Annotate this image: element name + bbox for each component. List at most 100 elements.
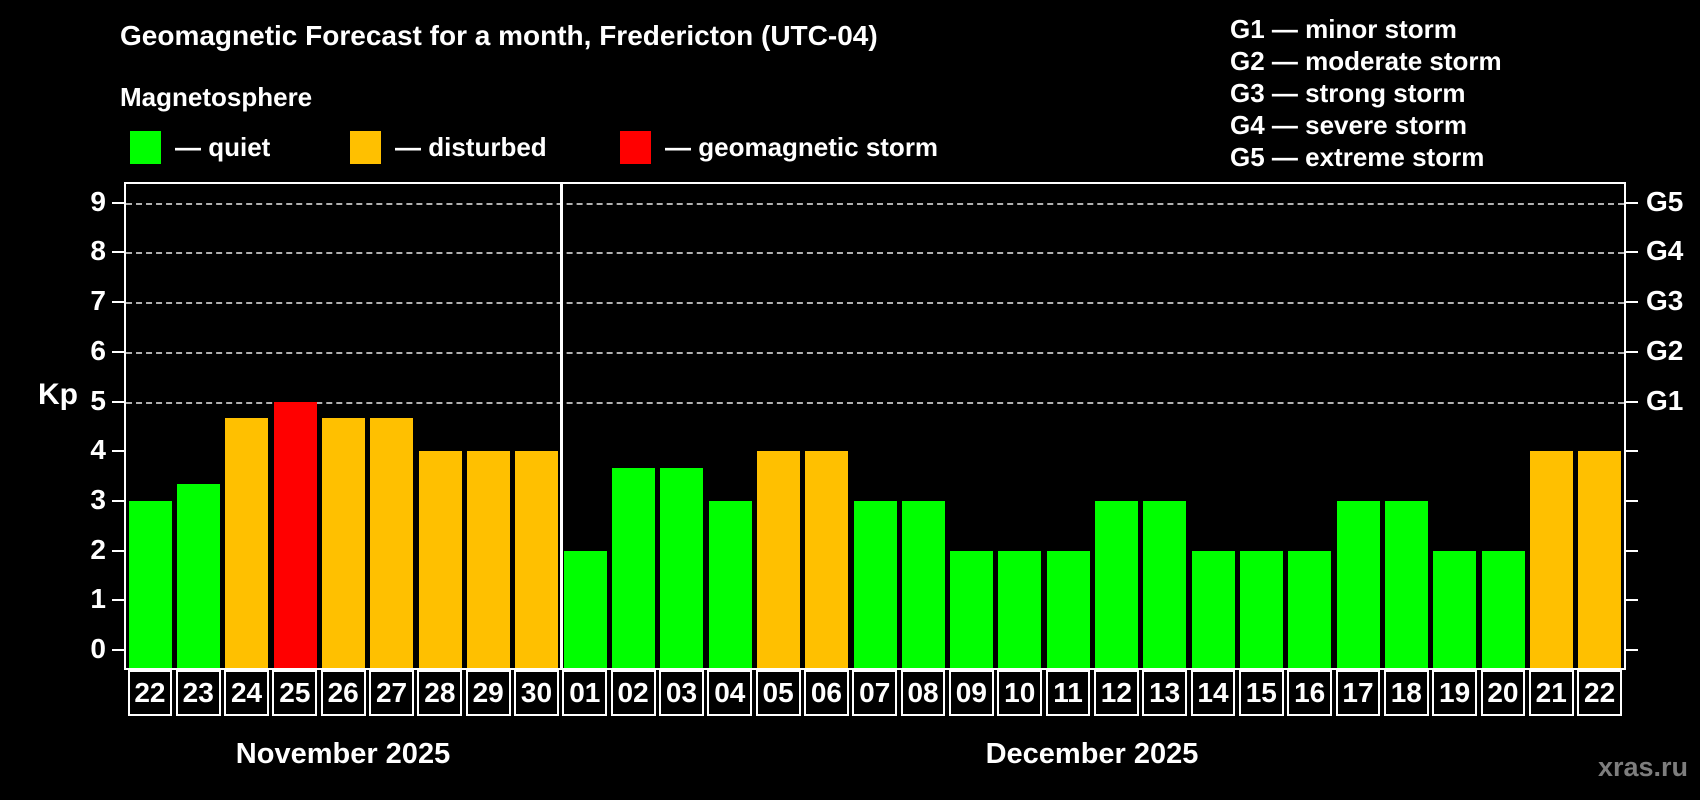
kp-bar-15: [1240, 550, 1284, 668]
month-label-december: December 2025: [985, 738, 1199, 770]
day-label-box: 24: [224, 670, 269, 716]
day-label-box: 21: [1528, 670, 1574, 716]
right-axis-tick: [1624, 350, 1638, 353]
kp-bar-18: [1385, 500, 1429, 668]
chart-title: Geomagnetic Forecast for a month, Freder…: [120, 20, 878, 51]
y-tick-label: 1: [90, 583, 106, 615]
watermark: xras.ru: [1597, 752, 1688, 782]
left-axis-tick: [112, 599, 126, 602]
y-tick-label: 8: [90, 235, 106, 267]
g-axis-label-g5: G5: [1646, 185, 1684, 217]
kp-bar-28: [418, 451, 462, 668]
legend-label-quiet: — quiet: [175, 132, 271, 162]
chart-subtitle: Magnetosphere: [120, 82, 313, 112]
y-tick-label: 9: [90, 185, 106, 217]
g4-legend-line: G4 — severe storm: [1230, 110, 1468, 140]
left-axis-tick: [112, 201, 126, 204]
day-label-box: 10: [997, 670, 1043, 716]
kp-bar-24: [225, 417, 269, 668]
gridline-kp6: [126, 351, 1624, 354]
left-axis-tick: [112, 649, 126, 651]
kp-bar-25: [273, 401, 317, 668]
right-axis-tick: [1624, 251, 1638, 254]
kp-bar-05: [756, 451, 800, 668]
right-axis-tick: [1624, 450, 1638, 453]
quiet-color-swatch: [130, 131, 161, 164]
kp-bar-02: [611, 467, 655, 668]
day-label-box: 07: [852, 670, 898, 716]
right-axis-tick: [1624, 649, 1638, 651]
storm-color-swatch: [620, 131, 651, 164]
day-label-box: 26: [320, 670, 366, 716]
legend-item-storm: — geomagnetic storm: [620, 131, 938, 164]
g-axis-label-g1: G1: [1646, 384, 1684, 416]
right-axis-tick: [1624, 201, 1638, 204]
day-label-box: 04: [707, 670, 753, 716]
left-axis-tick: [112, 450, 126, 453]
day-label-box: 14: [1190, 670, 1236, 716]
kp-bar-19: [1433, 550, 1477, 668]
day-label-box: 08: [900, 670, 946, 716]
day-label-box: 25: [272, 670, 318, 716]
y-tick-label: 2: [90, 533, 106, 565]
right-axis-tick: [1624, 301, 1638, 304]
plot-inner: [126, 184, 1624, 668]
kp-bar-17: [1336, 500, 1380, 668]
day-label-box: 06: [804, 670, 849, 716]
y-tick-label: 4: [90, 434, 106, 466]
day-label-box: 12: [1093, 670, 1139, 716]
left-axis-tick: [112, 400, 126, 403]
y-axis-label: Kp: [38, 378, 78, 411]
kp-bar-29: [466, 451, 510, 668]
left-axis-tick: [112, 350, 126, 353]
day-label-box: 01: [562, 670, 608, 716]
day-label-box: 13: [1142, 670, 1188, 716]
left-axis-tick: [112, 499, 126, 502]
month-label-november: November 2025: [235, 738, 451, 770]
month-divider: [559, 184, 563, 668]
kp-bar-11: [1046, 550, 1090, 668]
day-label-box: 03: [659, 670, 704, 716]
kp-bar-30: [515, 451, 559, 668]
g-axis-label-g2: G2: [1646, 334, 1684, 366]
kp-bar-01: [563, 550, 607, 668]
kp-bar-06: [805, 451, 849, 668]
g-axis-label-g4: G4: [1646, 235, 1684, 267]
day-label-box: 30: [514, 670, 559, 716]
kp-bar-04: [708, 500, 752, 668]
kp-bar-03: [660, 467, 704, 668]
legend-item-disturbed: — disturbed: [350, 131, 547, 164]
day-label-box: 05: [755, 670, 801, 716]
g2-legend-line: G2 — moderate storm: [1230, 46, 1502, 76]
gridline-kp9: [126, 202, 1624, 205]
day-label-box: 27: [369, 670, 414, 716]
gridline-kp7: [126, 302, 1624, 305]
kp-bar-07: [853, 500, 897, 668]
y-tick-label: 0: [90, 633, 106, 664]
y-tick-label: 3: [90, 483, 106, 515]
g3-legend-line: G3 — strong storm: [1230, 78, 1466, 108]
legend-item-quiet: — quiet: [130, 131, 270, 164]
day-label-box: 16: [1287, 670, 1333, 716]
day-label-box: 22: [1577, 670, 1622, 716]
g1-legend-line: G1 — minor storm: [1230, 14, 1457, 44]
kp-bar-26: [321, 417, 365, 668]
day-label-box: 19: [1432, 670, 1478, 716]
day-label-box: 11: [1045, 670, 1091, 716]
day-label-box: 17: [1335, 670, 1381, 716]
y-tick-label: 5: [90, 384, 106, 416]
kp-bar-21: [1530, 451, 1574, 668]
kp-bar-27: [370, 417, 414, 668]
day-label-box: 15: [1238, 670, 1284, 716]
kp-bar-22: [128, 500, 172, 668]
y-tick-label: 7: [90, 285, 106, 317]
kp-bar-13: [1143, 500, 1187, 668]
legend-label-disturbed: — disturbed: [395, 132, 547, 162]
day-label-box: 22: [127, 670, 173, 716]
day-label-box: 02: [610, 670, 656, 716]
kp-bar-22: [1578, 451, 1622, 668]
kp-bar-23: [176, 484, 220, 668]
day-label-box: 28: [417, 670, 463, 716]
g-axis-label-g3: G3: [1646, 285, 1684, 317]
